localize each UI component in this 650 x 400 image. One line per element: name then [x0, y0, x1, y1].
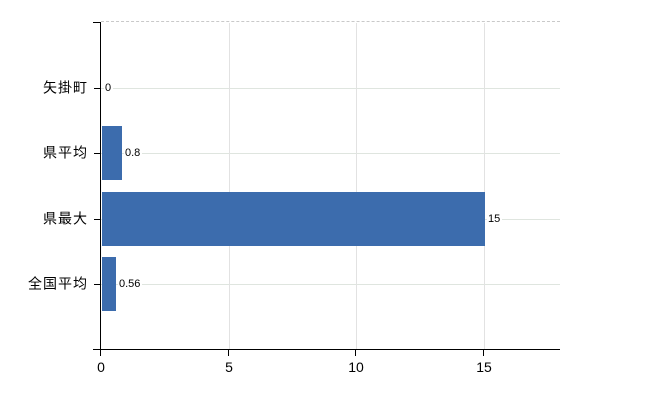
x-tick-label: 5	[225, 359, 233, 375]
plot-top-border	[101, 21, 560, 22]
x-tick-label: 0	[97, 359, 105, 375]
bar	[102, 257, 116, 311]
x-tick-mark	[483, 350, 484, 356]
y-axis-top-tick	[93, 22, 101, 23]
v-gridline	[229, 23, 230, 350]
x-axis	[93, 349, 560, 350]
category-label: 県平均	[43, 144, 88, 161]
value-label: 0.8	[124, 146, 143, 160]
category-tick-mark	[94, 88, 100, 89]
y-axis	[100, 22, 101, 350]
x-tick-mark	[228, 350, 229, 356]
value-label: 0	[104, 81, 114, 95]
x-tick-mark	[355, 350, 356, 356]
category-tick-mark	[94, 284, 100, 285]
category-label: 県最大	[43, 210, 88, 227]
h-gridline	[101, 153, 560, 154]
value-label: 15	[487, 212, 503, 226]
x-tick-label: 15	[476, 359, 492, 375]
category-label: 矢掛町	[43, 79, 88, 96]
value-label: 0.56	[118, 277, 143, 291]
bar	[102, 126, 122, 180]
v-gridline	[484, 23, 485, 350]
category-label: 全国平均	[28, 275, 88, 292]
category-tick-mark	[94, 219, 100, 220]
category-tick-mark	[94, 153, 100, 154]
bar	[102, 192, 485, 246]
x-tick-mark	[100, 350, 101, 356]
v-gridline	[356, 23, 357, 350]
h-gridline	[101, 284, 560, 285]
h-gridline	[101, 88, 560, 89]
x-tick-label: 10	[348, 359, 364, 375]
